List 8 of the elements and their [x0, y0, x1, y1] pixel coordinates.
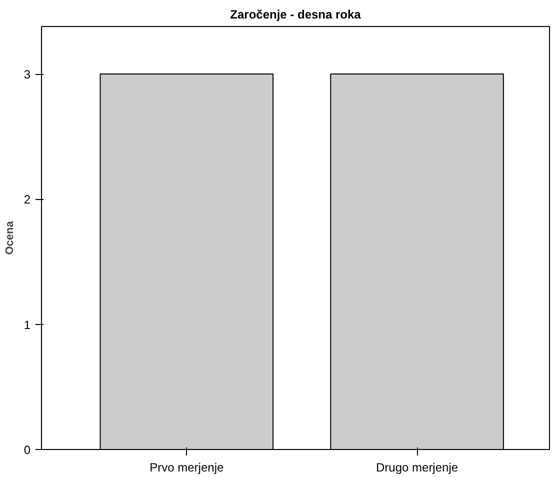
x-tick-label: Drugo merjenje: [376, 460, 458, 474]
y-tick-label: 3: [24, 68, 31, 82]
chart-title: Zaročenje - desna roka: [230, 8, 362, 22]
y-tick-label: 2: [24, 192, 31, 207]
y-axis-title: Ocena: [4, 220, 16, 255]
y-tick-label: 1: [24, 318, 31, 332]
y-tick-label: 0: [24, 443, 31, 457]
x-tick-label: Prvo merjenje: [150, 460, 224, 474]
